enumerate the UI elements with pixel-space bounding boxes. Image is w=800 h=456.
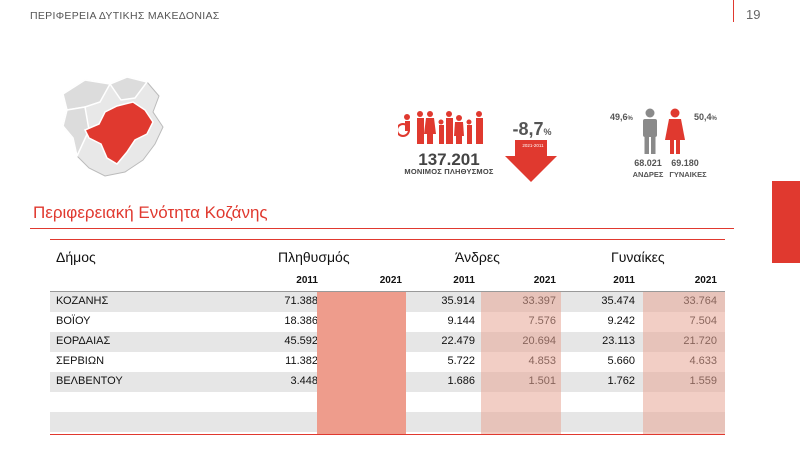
group-women: Γυναίκες xyxy=(611,249,665,265)
table-top-rule xyxy=(50,239,725,240)
title-underline xyxy=(30,228,734,229)
cell-pop2011: 18.386 xyxy=(284,315,318,327)
cell-wom2011: 9.242 xyxy=(607,315,635,327)
women2021-highlight xyxy=(643,292,725,434)
women-label: ΓΥΝΑΙΚΕΣ xyxy=(669,170,707,179)
cell-pop2011: 11.382 xyxy=(285,355,318,367)
cell-pop2011: 45.592 xyxy=(284,335,318,347)
change-unit: % xyxy=(543,127,552,137)
cell-men2011: 35.914 xyxy=(441,295,475,307)
header-divider xyxy=(733,0,734,22)
year-header: 2011 xyxy=(453,275,475,286)
year-header: 2011 xyxy=(296,275,318,286)
year-header: 2011 xyxy=(613,275,635,286)
cell-pop2011: 3.448 xyxy=(290,375,318,387)
header-rule xyxy=(50,291,725,292)
cell-men2011: 1.686 xyxy=(447,375,475,387)
men-label: ΑΝΔΡΕΣ xyxy=(632,170,664,179)
cell-name: ΒΟΪΟΥ xyxy=(56,315,91,327)
group-men: Άνδρες xyxy=(455,249,500,265)
women-percent: 50,4% xyxy=(694,112,717,122)
men-percent: 49,6% xyxy=(610,112,633,122)
men-count: 68.021 xyxy=(634,158,662,168)
change-period: 2021-2011 xyxy=(522,143,544,148)
page-number: 19 xyxy=(746,7,761,22)
women-count: 69.180 xyxy=(671,158,699,168)
col-municipality: Δήμος xyxy=(56,249,96,265)
population-total: 137.201 xyxy=(418,150,480,169)
men-percent-value: 49,6 xyxy=(610,112,628,122)
table-bottom-rule xyxy=(50,434,725,435)
population-label: ΜΟΝΙΜΟΣ ΠΛΗΘΥΣΜΟΣ xyxy=(404,167,494,176)
year-header: 2021 xyxy=(694,275,717,286)
cell-men2011: 5.722 xyxy=(447,355,475,367)
year-header: 2021 xyxy=(379,275,402,286)
change-value: -8,7 xyxy=(512,119,544,139)
section-title: Περιφερειακή Ενότητα Κοζάνης xyxy=(33,203,268,222)
cell-wom2011: 35.474 xyxy=(601,295,635,307)
cell-men2011: 9.144 xyxy=(447,315,475,327)
population-change: -8,7% xyxy=(509,119,555,140)
cell-wom2011: 1.762 xyxy=(607,375,635,387)
cell-wom2011: 5.660 xyxy=(607,355,635,367)
region-header: ΠΕΡΙΦΕΡΕΙΑ ΔΥΤΙΚΗΣ ΜΑΚΕΔΟΝΙΑΣ xyxy=(30,10,220,22)
men2021-highlight xyxy=(481,292,561,434)
year-header: 2021 xyxy=(533,275,556,286)
population-icon xyxy=(398,111,483,144)
cell-name: ΣΕΡΒΙΩΝ xyxy=(56,355,105,367)
women-percent-value: 50,4 xyxy=(694,112,712,122)
cell-name: ΚΟΖΑΝΗΣ xyxy=(56,295,109,307)
cell-men2011: 22.479 xyxy=(441,335,475,347)
cell-name: ΕΟΡΔΑΙΑΣ xyxy=(56,335,111,347)
cell-pop2011: 71.388 xyxy=(284,295,318,307)
down-arrow-icon xyxy=(505,140,557,182)
group-population: Πληθυσμός xyxy=(278,249,350,265)
pop2021-highlight xyxy=(317,292,406,434)
cell-name: ΒΕΛΒΕΝΤΟΥ xyxy=(56,375,123,387)
cell-wom2011: 23.113 xyxy=(602,335,635,347)
women-percent-unit: % xyxy=(711,116,717,122)
region-map xyxy=(62,76,164,177)
woman-icon xyxy=(665,108,685,154)
side-tab xyxy=(772,181,800,263)
man-icon xyxy=(643,108,657,154)
men-percent-unit: % xyxy=(627,116,633,122)
